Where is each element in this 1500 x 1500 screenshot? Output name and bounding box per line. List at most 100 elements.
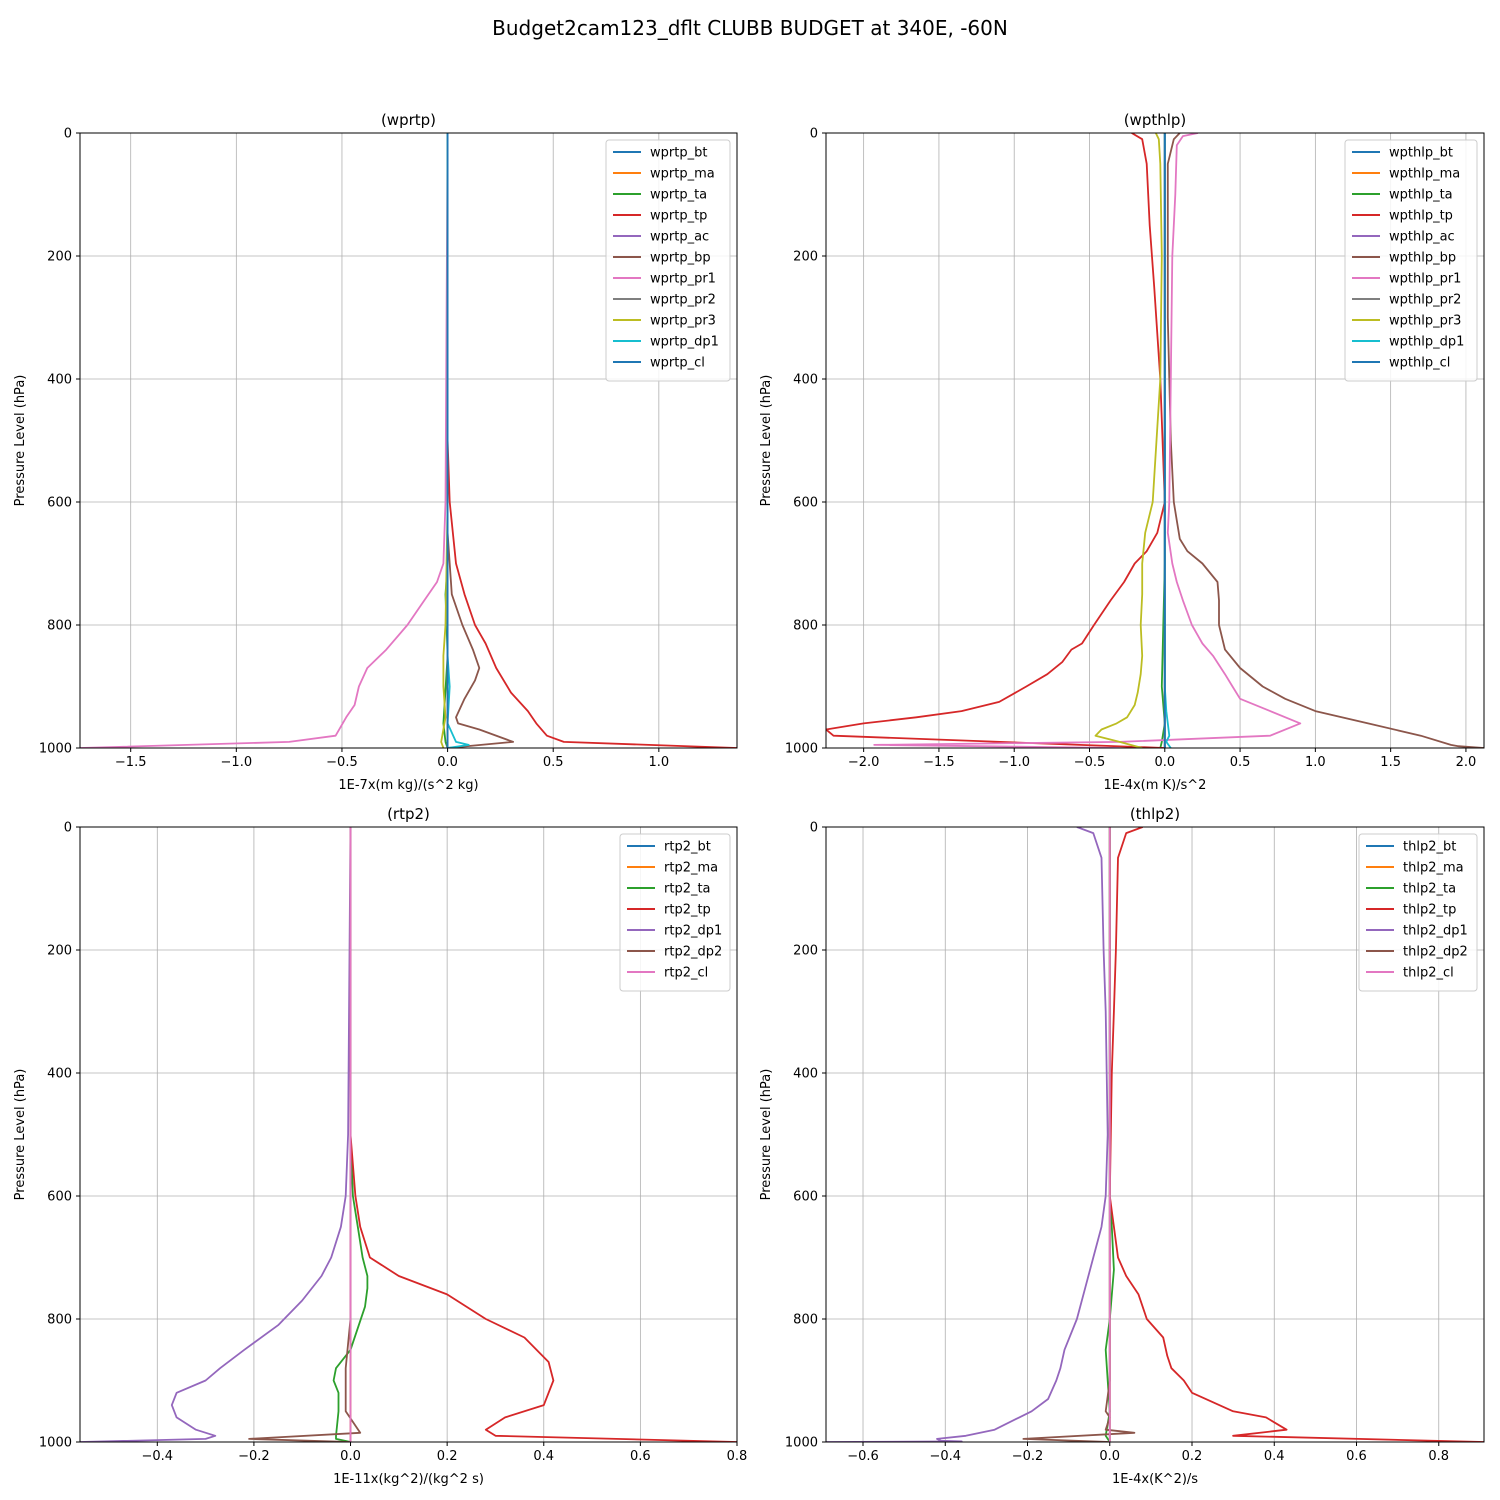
y-tick-label: 400 (47, 1067, 72, 1082)
x-tick-label: 0.0 (340, 1449, 361, 1464)
y-tick-label: 200 (793, 250, 818, 265)
y-tick-label: 600 (47, 1190, 72, 1205)
axes-frame (825, 132, 1485, 749)
chart-panel-4: −0.6 −0.4 −0.2 0.0 0.2 0.4 0.6 0.8 0 200 400 600 800… (759, 805, 1485, 1487)
y-tick-label: 0 (810, 821, 818, 836)
legend-label: wprtp_ta (650, 188, 707, 203)
chart-panel-3: −0.4 −0.2 0.0 0.2 0.4 0.6 0.8 0 200 400 600 800 1000… (13, 805, 747, 1487)
y-tick-label: 400 (793, 373, 818, 388)
legend-label: wpthlp_bp (1389, 251, 1456, 266)
y-tick-label: 600 (793, 1190, 818, 1205)
series-group (826, 133, 1484, 748)
x-tick-label: 0.5 (1230, 755, 1251, 770)
x-tick-label: −1.5 (115, 755, 147, 770)
legend-label: wpthlp_tp (1389, 209, 1453, 224)
legend-label: rtp2_dp2 (664, 945, 722, 960)
legend-label: wprtp_pr1 (650, 272, 716, 287)
series-line-thlp2_dp1 (826, 827, 1109, 1442)
series-group (826, 827, 1484, 1442)
x-tick-label: 0.4 (1264, 1449, 1285, 1464)
x-tick-label: −2.0 (848, 755, 880, 770)
legend-label: wprtp_dp1 (650, 335, 719, 350)
x-tick-label: −0.4 (142, 1449, 174, 1464)
y-tick-label: 200 (47, 944, 72, 959)
legend-label: wpthlp_cl (1389, 356, 1450, 371)
series-line-rtp2_tp (349, 827, 737, 1442)
legend-label: rtp2_ma (664, 861, 718, 876)
legend-label: thlp2_ta (1403, 882, 1456, 897)
x-tick-label: −0.6 (847, 1449, 879, 1464)
y-axis-label: Pressure Level (hPa) (13, 375, 28, 507)
legend-label: thlp2_tp (1403, 903, 1456, 918)
x-tick-label: 0.0 (1154, 755, 1175, 770)
y-tick-label: 0 (64, 821, 72, 836)
legend-label: wprtp_bt (650, 146, 707, 161)
series-line-rtp2_ta (332, 827, 369, 1442)
legend-label: wprtp_ac (650, 230, 709, 245)
legend-label: wpthlp_pr3 (1389, 314, 1461, 329)
legend-label: rtp2_cl (664, 966, 708, 981)
x-axis-label: 1E-4x(m K)/s^2 (1104, 778, 1207, 793)
x-tick-label: 0.8 (727, 1449, 748, 1464)
legend-label: rtp2_dp1 (664, 924, 722, 939)
y-tick-label: 1000 (39, 742, 72, 757)
x-tick-label: 0.6 (1346, 1449, 1367, 1464)
figure-title: Budget2cam123_dflt CLUBB BUDGET at 340E,… (492, 16, 1008, 40)
legend-label: wprtp_cl (650, 356, 705, 371)
y-tick-label: 800 (793, 1313, 818, 1328)
x-tick-label: −0.4 (929, 1449, 961, 1464)
x-axis-label: 1E-4x(K^2)/s (1112, 1472, 1198, 1487)
y-tick-label: 0 (64, 127, 72, 142)
x-tick-label: 0.5 (543, 755, 564, 770)
x-tick-label: 0.0 (437, 755, 458, 770)
x-tick-label: −1.5 (923, 755, 955, 770)
legend-label: thlp2_dp1 (1403, 924, 1468, 939)
chart-panel-2: −2.0 −1.5 −1.0 −0.5 0.0 0.5 1.0 1.5 2.0 0 200 400 60… (759, 111, 1485, 793)
chart-panel-1: −1.5 −1.0 −0.5 0.0 0.5 1.0 0 200 400 600 800 1000 (w… (13, 111, 738, 793)
chart-title: (wpthlp) (1124, 111, 1187, 129)
y-tick-label: 800 (47, 1313, 72, 1328)
x-tick-label: 1.0 (648, 755, 669, 770)
legend-label: wpthlp_dp1 (1389, 335, 1464, 350)
legend-label: thlp2_bt (1403, 840, 1456, 855)
legend-label: wpthlp_ma (1389, 167, 1460, 182)
y-tick-label: 1000 (39, 1436, 72, 1451)
legend-label: thlp2_ma (1403, 861, 1464, 876)
y-tick-label: 200 (793, 944, 818, 959)
y-tick-label: 1000 (785, 742, 818, 757)
x-tick-label: 0.6 (630, 1449, 651, 1464)
legend-label: rtp2_ta (664, 882, 711, 897)
y-tick-label: 400 (793, 1067, 818, 1082)
legend-label: wprtp_pr3 (650, 314, 716, 329)
series-line-wprtp_dp1 (446, 133, 470, 748)
y-tick-label: 800 (47, 619, 72, 634)
x-tick-label: −1.0 (221, 755, 253, 770)
x-tick-label: −0.2 (1012, 1449, 1044, 1464)
series-line-wprtp_tp (446, 133, 737, 748)
series-line-wpthlp_pr1 (873, 133, 1302, 748)
legend-label: wpthlp_bt (1389, 146, 1453, 161)
y-axis-label: Pressure Level (hPa) (759, 375, 774, 507)
legend: thlp2_bt thlp2_ma thlp2_ta thlp2_tp thlp2_dp… (1358, 833, 1478, 992)
x-tick-label: −1.0 (998, 755, 1030, 770)
chart-title: (wprtp) (381, 111, 436, 129)
x-tick-label: 0.2 (437, 1449, 458, 1464)
chart-title: (rtp2) (387, 805, 430, 823)
x-axis-label: 1E-11x(kg^2)/(kg^2 s) (333, 1472, 484, 1487)
legend-label: wpthlp_pr2 (1389, 293, 1461, 308)
series-line-thlp2_tp (1108, 827, 1484, 1442)
chart-title: (thlp2) (1130, 805, 1180, 823)
legend: rtp2_bt rtp2_ma rtp2_ta rtp2_tp rtp2_dp1 rtp2… (619, 833, 731, 992)
series-line-wprtp_bp (446, 133, 514, 748)
axes-frame (79, 826, 738, 1443)
legend-label: wpthlp_ac (1389, 230, 1455, 245)
y-tick-label: 200 (47, 250, 72, 265)
y-tick-label: 600 (793, 496, 818, 511)
x-tick-label: 1.0 (1305, 755, 1326, 770)
legend-label: wprtp_tp (650, 209, 707, 224)
legend: wprtp_bt wprtp_ma wprtp_ta wprtp_tp wprtp_ac… (605, 139, 731, 382)
series-line-rtp2_dp1 (80, 827, 352, 1442)
y-tick-label: 0 (810, 127, 818, 142)
x-tick-label: −0.5 (1074, 755, 1106, 770)
